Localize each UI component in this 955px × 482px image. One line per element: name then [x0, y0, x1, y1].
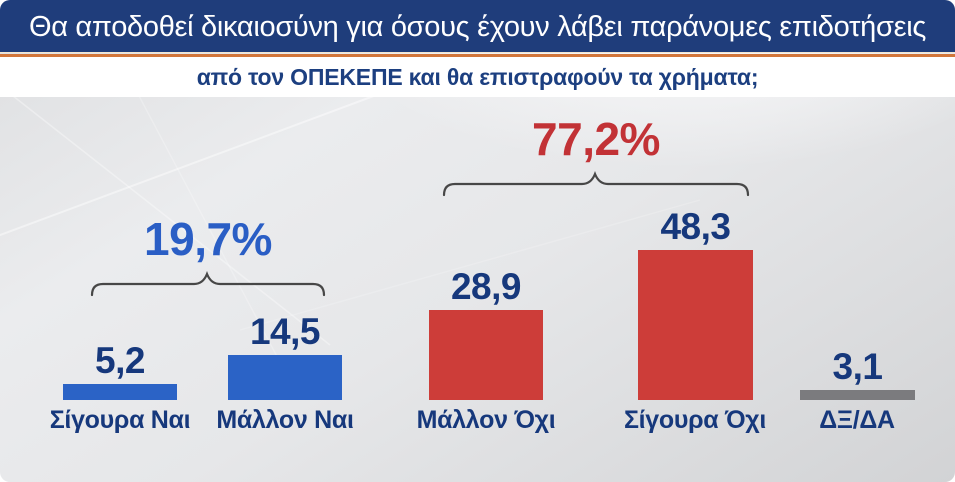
- subtitle-bar: από τον ΟΠΕΚΕΠΕ και θα επιστραφούν τα χρ…: [0, 57, 955, 97]
- group-yes-percentage: 19,7%: [144, 213, 272, 265]
- bar-column-mallon-nai: 14,5: [228, 313, 342, 400]
- category-label-sigoura-nai: Σίγουρα Ναι: [49, 406, 191, 434]
- category-label-mallon-ochi: Μάλλον Όχι: [416, 406, 556, 434]
- bar-dx-da: [800, 390, 915, 400]
- bar-value: 48,3: [660, 206, 731, 247]
- bar-column-sigoura-nai: 5,2: [63, 342, 177, 400]
- bar-column-sigoura-ochi: 48,3: [638, 208, 753, 400]
- bar-sigoura-nai: [63, 384, 177, 400]
- group-yes-total: 19,7%: [88, 216, 328, 298]
- bar-mallon-ochi: [429, 310, 543, 400]
- bar-value: 28,9: [450, 266, 522, 307]
- bar-sigoura-ochi: [638, 250, 753, 400]
- title-bar: Θα αποδοθεί δικαιοσύνη για όσους έχουν λ…: [0, 0, 955, 53]
- bracket-no-icon: [442, 171, 750, 197]
- poll-question-subtitle: από τον ΟΠΕΚΕΠΕ και θα επιστραφούν τα χρ…: [196, 63, 759, 90]
- category-label-dx-da: ΔΞ/ΔΑ: [819, 406, 895, 434]
- bracket-yes-icon: [90, 271, 326, 297]
- orange-separator: [0, 54, 955, 57]
- group-no-total: 77,2%: [440, 116, 752, 198]
- bar-value: 14,5: [249, 311, 321, 352]
- bar-value: 3,1: [832, 346, 883, 387]
- bar-chart: 19,7% 77,2% 5,2 14,5 28,9 48,3: [0, 97, 955, 482]
- category-label-mallon-nai: Μάλλον Ναι: [216, 406, 354, 434]
- bar-mallon-nai: [228, 355, 342, 400]
- bar-value: 5,2: [95, 340, 145, 381]
- group-no-percentage: 77,2%: [532, 113, 660, 165]
- bar-column-mallon-ochi: 28,9: [429, 268, 543, 400]
- poll-question-title: Θα αποδοθεί δικαιοσύνη για όσους έχουν λ…: [28, 10, 927, 43]
- category-label-sigoura-ochi: Σίγουρα Όχι: [623, 406, 767, 434]
- bar-column-dx-da: 3,1: [800, 348, 915, 400]
